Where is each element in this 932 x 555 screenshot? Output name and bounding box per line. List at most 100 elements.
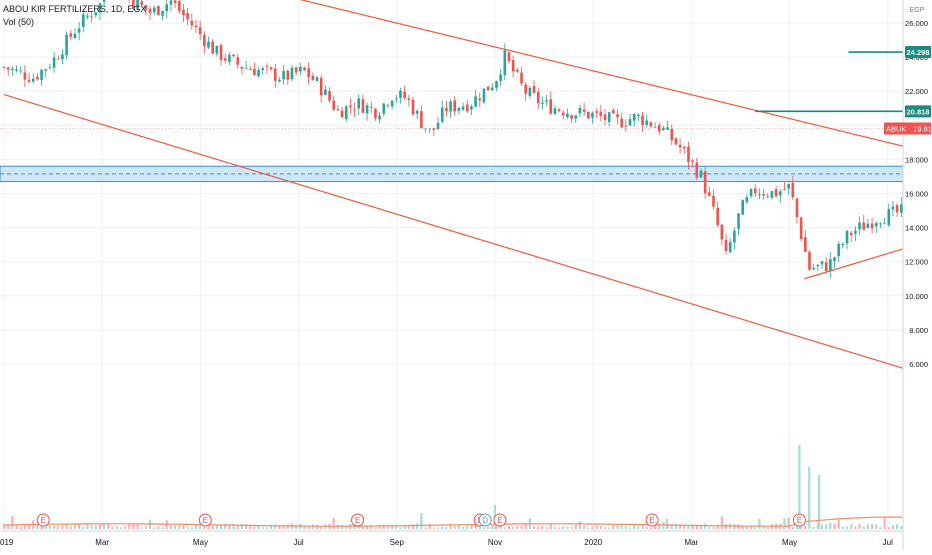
candle-body [207,41,210,48]
volume-bar [219,524,223,529]
volume-bar [583,525,586,529]
candle-body [845,230,849,244]
volume-bar [603,527,607,529]
volume-bar [574,525,577,529]
volume-bar [474,524,477,529]
candle-body [737,213,740,229]
volume-bar [203,526,206,529]
candle-body [136,0,139,10]
candle-body [132,0,135,9]
candle-body [603,114,607,120]
volume-bar [153,527,156,529]
candle-body [549,99,553,114]
candle-body [23,72,27,80]
time-axis[interactable]: 019MarMayJulSepNov2020MarMayJulSepNov202… [0,530,932,547]
support-zone[interactable] [0,165,903,183]
candle-body [31,78,35,82]
volume-bar [52,525,56,529]
volume-bar [11,516,14,529]
symbol-title[interactable]: ABOU KIR FERTILIZERS, 1D, EGX [3,4,147,14]
volume-bar [407,525,410,529]
candle-body [507,52,511,62]
candle-body [645,120,649,126]
volume-bar [370,526,373,529]
volume-bar [7,524,10,529]
volume-bar [599,525,602,529]
volume-bar [249,525,252,529]
volume-bar [787,517,790,529]
candle-body [102,0,106,2]
volume-bar [662,522,665,529]
candle-body [545,100,548,102]
candle-body [499,74,502,81]
candle-body [457,107,461,111]
candle-body [762,194,765,196]
candle-body [632,114,636,121]
event-marker-earnings[interactable]: E [351,513,365,527]
volume-bar [128,524,131,529]
candle-body [173,0,177,4]
volume-bar [140,527,143,529]
candle-body [344,106,348,120]
candle-body [883,223,886,225]
volume-bar [653,524,657,529]
volume-indicator-label[interactable]: Vol (50) [3,17,35,27]
volume-spike [808,467,811,529]
volume-bar [762,526,765,529]
event-marker-earnings[interactable]: E [36,513,50,527]
candle-body [161,10,164,16]
candle-body [691,160,694,162]
candle-body [282,71,285,80]
event-marker-earnings[interactable]: E [493,513,507,527]
candle-body [403,91,406,99]
event-marker-dividend[interactable]: D [478,513,492,527]
horizontal-levels[interactable] [0,51,903,129]
candle-body [791,182,795,198]
event-markers[interactable]: EEEEDEEEEDEE [36,513,932,527]
candle-body [582,109,586,112]
volume-bar [553,527,557,529]
candle-body [382,103,386,114]
volume-bar [432,527,435,529]
volume-bar [549,523,552,529]
time-tick-label: Sep [390,538,405,547]
candle-body [257,69,260,77]
time-tick-label: Mar [685,538,699,547]
volume-bar [386,525,390,529]
volume-bar [712,527,715,529]
candle-body [653,126,657,128]
candle-body [561,112,565,116]
candle-body [203,34,206,47]
candle-body [299,66,302,72]
event-marker-earnings[interactable]: E [198,513,212,527]
volume-bar [812,526,815,529]
time-tick-label: Mar [95,538,109,547]
volume-bar [78,524,81,529]
price-tick-label: 12.000 [905,258,928,267]
event-marker-earnings[interactable]: E [792,513,806,527]
event-marker-earnings[interactable]: E [645,513,659,527]
candle-body [528,88,532,96]
candle-body [223,58,227,61]
volume-bar [82,527,85,529]
candle-body [553,108,557,114]
price-axis[interactable]: EGP26.00024.00022.00020.00018.00016.0001… [884,0,932,550]
trend-line-down-channel-lower [3,94,903,369]
volume-bar [274,524,277,529]
volume-bar [637,526,640,529]
candle-body [353,109,356,111]
trend-drawings[interactable] [3,0,932,458]
candle-body [198,27,202,35]
candle-body [887,208,891,226]
candle-body [219,45,223,61]
candle-body [866,223,870,228]
candle-body [307,68,310,78]
candle-body [157,6,160,15]
candle-body [445,107,448,112]
candle-body [415,110,419,114]
volume-bar [699,526,703,529]
candle-body [891,206,895,210]
candle-body [728,242,732,253]
